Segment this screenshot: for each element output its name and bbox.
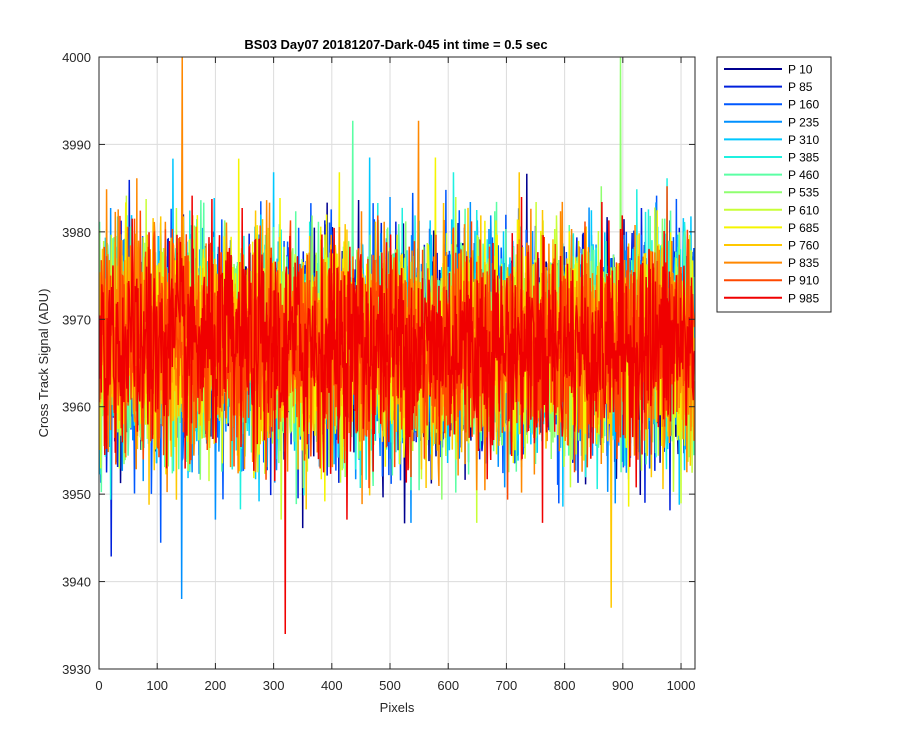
- legend-entry-label: P 835: [788, 256, 819, 270]
- y-tick-label: 3930: [62, 662, 91, 677]
- legend-entry-label: P 310: [788, 133, 819, 147]
- legend-entry-label: P 610: [788, 203, 819, 217]
- series-line-p985: [99, 195, 695, 635]
- x-tick-label: 600: [437, 678, 459, 693]
- legend: P 10 P 85 P 160 P 235 P 310 P 385 P 460 P 535 P …: [716, 56, 832, 313]
- legend-entry-label: P 985: [788, 291, 819, 305]
- legend-entry-label: P 85: [788, 80, 813, 94]
- x-tick-label: 700: [496, 678, 518, 693]
- x-tick-label: 100: [146, 678, 168, 693]
- y-axis-label: Cross Track Signal (ADU): [36, 289, 51, 438]
- x-tick-label: 1000: [667, 678, 696, 693]
- y-tick-label: 3980: [62, 225, 91, 240]
- x-tick-label: 900: [612, 678, 634, 693]
- y-tick-label: 3950: [62, 487, 91, 502]
- legend-entry-label: P 235: [788, 115, 819, 129]
- y-axis: 3930 3940 3950 3960 3970 3980 3990 4000: [62, 50, 695, 677]
- y-tick-label: 3940: [62, 575, 91, 590]
- legend-entry-label: P 385: [788, 151, 819, 165]
- y-tick-label: 3970: [62, 312, 91, 327]
- legend-entry-label: P 685: [788, 221, 819, 235]
- x-tick-label: 800: [554, 678, 576, 693]
- series-layer: [99, 57, 695, 635]
- x-tick-label: 0: [95, 678, 102, 693]
- y-tick-label: 4000: [62, 50, 91, 65]
- y-tick-label: 3960: [62, 400, 91, 415]
- legend-entry-label: P 160: [788, 98, 819, 112]
- x-tick-label: 500: [379, 678, 401, 693]
- x-axis: 0 100 200 300 400 500 600 700 800 900 1000: [95, 57, 695, 693]
- plot-box: [98, 56, 696, 670]
- legend-entry-label: P 460: [788, 168, 819, 182]
- x-axis-label: Pixels: [380, 700, 415, 715]
- legend-entry-label: P 10: [788, 63, 813, 77]
- x-tick-label: 400: [321, 678, 343, 693]
- chart-title: BS03 Day07 20181207-Dark-045 int time = …: [244, 37, 547, 52]
- y-tick-label: 3990: [62, 137, 91, 152]
- legend-entry-label: P 760: [788, 239, 819, 253]
- legend-entry-label: P 535: [788, 186, 819, 200]
- legend-entry-label: P 910: [788, 274, 819, 288]
- x-tick-label: 300: [263, 678, 285, 693]
- x-tick-label: 200: [205, 678, 227, 693]
- legend-box: [716, 56, 832, 313]
